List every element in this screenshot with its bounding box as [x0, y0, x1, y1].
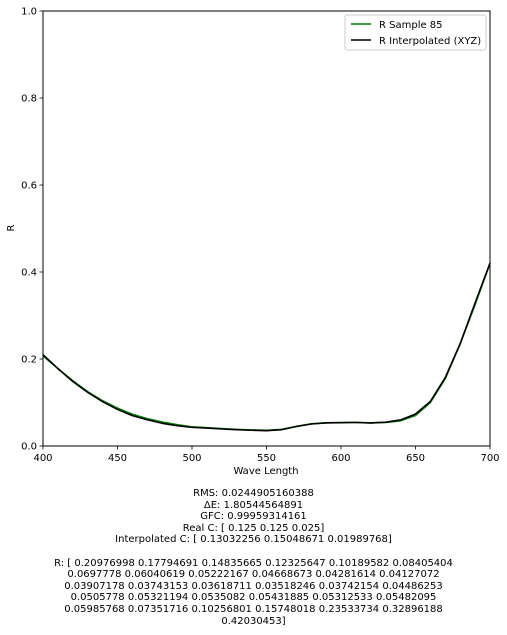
- x-tick-label: 500: [182, 453, 201, 464]
- real-c-text: Real C: [ 0.125 0.125 0.025]: [0, 523, 507, 535]
- x-axis: 400 450 500 550 600 650 700: [33, 446, 499, 464]
- x-tick-label: 600: [331, 453, 350, 464]
- spacer: [0, 546, 507, 558]
- x-tick-label: 550: [257, 453, 276, 464]
- x-tick-label: 700: [480, 453, 499, 464]
- legend-label-interpolated: R Interpolated (XYZ): [379, 36, 481, 47]
- series-line-interpolated: [43, 263, 490, 431]
- delta-e-text: ΔE: 1.80544564891: [0, 500, 507, 512]
- x-tick-label: 450: [108, 453, 127, 464]
- stats-panel: RMS: 0.0244905160388 ΔE: 1.80544564891 G…: [0, 488, 507, 627]
- r-line: R: [ 0.20976998 0.17794691 0.14835665 0.…: [0, 558, 507, 570]
- x-tick-label: 400: [33, 453, 52, 464]
- spectral-chart: 400 450 500 550 600 650 700 0.0 0.2 0.4 0.6 0.8 1.0…: [0, 0, 507, 480]
- x-axis-label: Wave Length: [233, 466, 298, 477]
- plot-lines: [43, 263, 490, 431]
- x-tick-label: 650: [406, 453, 425, 464]
- r-line: 0.42030453]: [0, 616, 507, 628]
- legend-label-sample: R Sample 85: [379, 20, 443, 31]
- r-line: 0.0697778 0.06040619 0.05222167 0.046686…: [0, 569, 507, 581]
- r-line: 0.05985768 0.07351716 0.10256801 0.15748…: [0, 604, 507, 616]
- r-line: 0.0505778 0.05321194 0.0535082 0.0543188…: [0, 592, 507, 604]
- y-tick-label: 0.4: [21, 268, 37, 279]
- legend: R Sample 85 R Interpolated (XYZ): [345, 15, 486, 50]
- interpolated-c-text: Interpolated C: [ 0.13032256 0.15048671 …: [0, 534, 507, 546]
- y-tick-label: 0.6: [21, 181, 37, 192]
- y-axis-label: R: [6, 224, 17, 231]
- y-tick-label: 1.0: [21, 7, 37, 18]
- y-tick-label: 0.8: [21, 94, 37, 105]
- y-axis: 0.0 0.2 0.4 0.6 0.8 1.0: [21, 7, 43, 453]
- rms-text: RMS: 0.0244905160388: [0, 488, 507, 500]
- gfc-text: GFC: 0.99959314161: [0, 511, 507, 523]
- y-tick-label: 0.0: [21, 442, 37, 453]
- plot-frame: [43, 11, 490, 446]
- y-tick-label: 0.2: [21, 355, 37, 366]
- r-line: 0.03907178 0.03743153 0.03618711 0.03518…: [0, 581, 507, 593]
